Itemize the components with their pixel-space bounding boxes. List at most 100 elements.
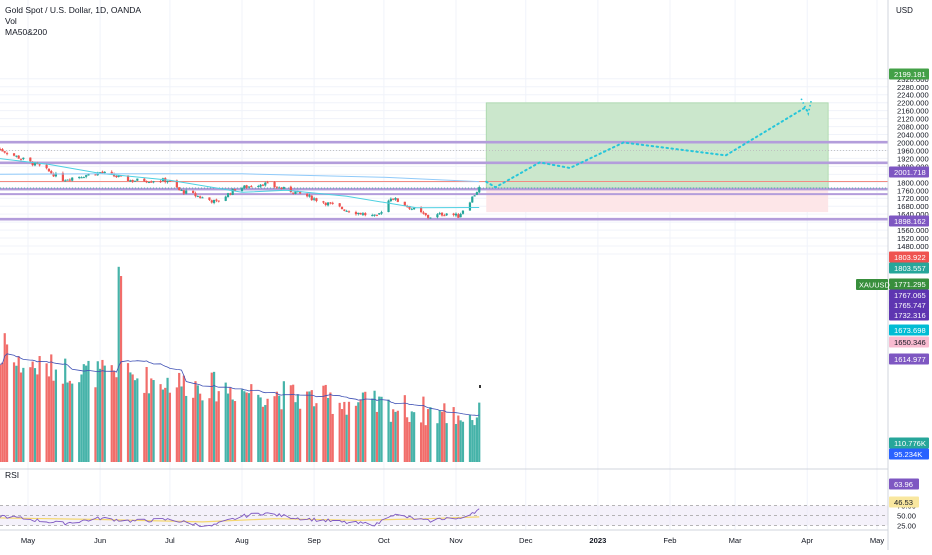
time-tick-label: Feb	[663, 536, 676, 545]
candle-body	[117, 175, 120, 177]
candle-body	[354, 212, 358, 215]
volume-bar	[471, 420, 474, 462]
candle-body	[175, 180, 178, 188]
volume-bar	[54, 369, 58, 462]
volume-bar	[396, 410, 399, 462]
candle-body	[159, 181, 162, 183]
candle-body	[94, 174, 97, 176]
volume-bar	[143, 392, 146, 462]
candle-body	[438, 213, 441, 215]
indicator-vol-label[interactable]: Vol	[5, 16, 17, 26]
volume-bar	[389, 421, 392, 462]
volume-bar	[282, 381, 285, 462]
volume-bar	[12, 362, 16, 462]
volume-bar	[192, 397, 195, 462]
candle-body	[313, 198, 316, 200]
volume-bar	[82, 364, 85, 462]
candle-body	[478, 187, 481, 193]
time-tick-label: May	[21, 536, 36, 545]
volume-bar	[68, 380, 71, 462]
volume-bar	[343, 401, 346, 462]
candle-body	[245, 185, 248, 188]
volume-bar	[164, 387, 167, 462]
ticker-badge-text: XAUUSD	[859, 281, 890, 290]
volume-bar	[96, 361, 99, 462]
volume-bar	[264, 405, 267, 462]
candle-body	[224, 196, 227, 201]
volume-bar	[387, 399, 390, 462]
candle-body	[212, 199, 216, 203]
candle-body	[64, 180, 67, 182]
price-badge	[889, 289, 929, 301]
volume-bar	[326, 397, 330, 462]
candle-body	[347, 211, 351, 213]
candle-body	[68, 179, 71, 181]
candle-body	[147, 182, 151, 184]
candle-body	[310, 195, 313, 201]
candle-body	[217, 200, 220, 202]
volume-bar	[161, 389, 165, 462]
volume-bar	[61, 383, 64, 462]
candle-body	[424, 213, 427, 216]
candle-body	[71, 177, 74, 181]
volume-bar	[33, 368, 37, 462]
volume-bar	[22, 367, 25, 462]
candle-body	[322, 201, 325, 203]
rsi-title[interactable]: RSI	[5, 470, 19, 480]
candle-body	[426, 215, 430, 218]
candle-body	[192, 190, 195, 194]
time-tick-label: Oct	[378, 536, 391, 545]
candle-body	[345, 210, 348, 212]
candle-body	[180, 189, 183, 191]
price-badge	[889, 215, 929, 227]
price-badge	[889, 166, 929, 178]
candle-body	[243, 185, 246, 188]
price-tick-label: 2280.000	[897, 83, 929, 92]
candle-body	[185, 190, 188, 194]
rsi-badge-text: 63.96	[894, 480, 913, 489]
volume-bar	[410, 411, 413, 462]
candle-body	[410, 208, 413, 210]
candle-body	[38, 164, 41, 166]
volume-bar	[373, 390, 376, 462]
time-tick-label: Nov	[449, 536, 463, 545]
volume-bar	[182, 375, 185, 462]
volume-bar	[452, 407, 455, 462]
projection-arrow	[800, 98, 812, 117]
price-tick-label: 1480.000	[897, 242, 929, 251]
candle-body	[233, 189, 237, 191]
volume-bar	[38, 356, 41, 462]
volume-bar	[324, 384, 327, 462]
volume-bar	[380, 396, 383, 462]
candle-body	[226, 193, 230, 198]
price-badge-text: 1803.557	[894, 264, 926, 273]
candle-body	[61, 172, 64, 181]
volume-bar	[117, 266, 120, 462]
candle-body	[289, 186, 292, 193]
volume-bar	[226, 393, 230, 462]
axes: 2320.0002280.0002240.0002200.0002160.000…	[21, 0, 929, 550]
indicator-ma-label[interactable]: MA50&200	[5, 27, 47, 37]
volume-bar	[315, 403, 318, 462]
volume-bar	[210, 372, 213, 462]
volume-bar	[52, 380, 55, 462]
price-badge-text: 1767.065	[894, 291, 926, 300]
price-badge-text: 95.234K	[894, 450, 922, 459]
price-tick-label: 1640.000	[897, 210, 929, 219]
candle-body	[194, 193, 197, 197]
candle-body	[52, 173, 55, 177]
candle-body	[131, 179, 134, 182]
volume-bar	[201, 400, 204, 462]
candle-body	[22, 157, 25, 160]
price-candles	[0, 147, 481, 220]
candle-body	[54, 173, 58, 177]
candle-body	[278, 187, 281, 189]
volume-bar	[371, 398, 374, 462]
volume-ma-line	[0, 353, 480, 416]
candle-body	[373, 214, 376, 216]
volume-bar	[129, 372, 132, 462]
candle-body	[396, 198, 399, 202]
price-badge	[889, 278, 929, 290]
